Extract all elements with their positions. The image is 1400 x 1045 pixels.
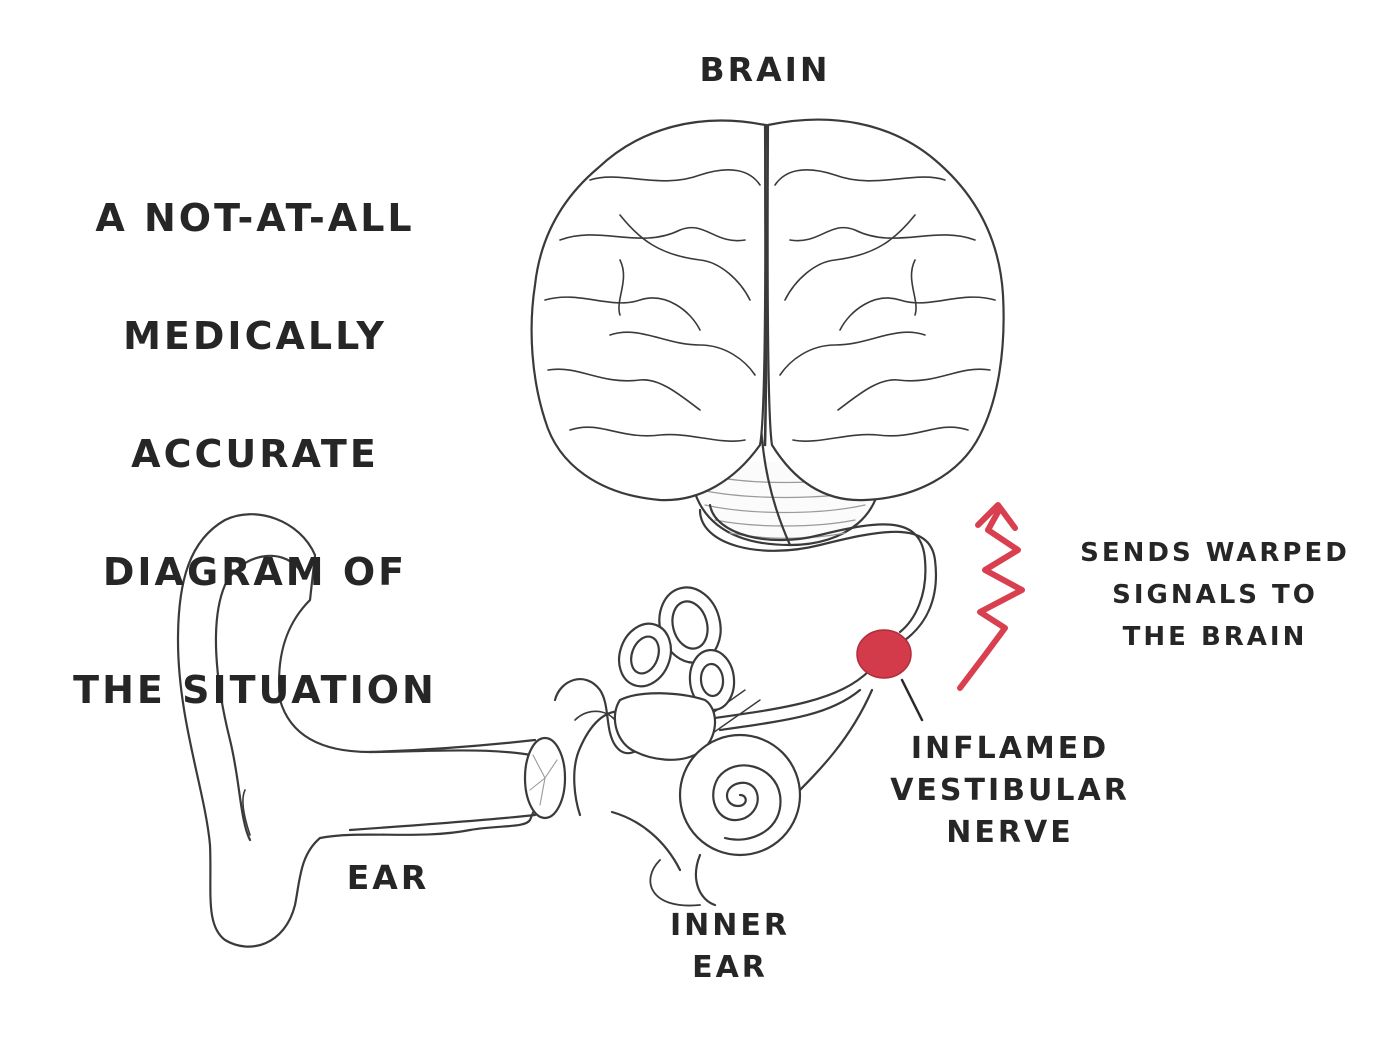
inner-ear-label: INNER EAR <box>670 908 790 985</box>
ear-helix-inner <box>216 556 300 840</box>
right-gyri <box>775 170 995 441</box>
brain-midline <box>765 125 766 445</box>
canal-right <box>687 648 736 712</box>
signal-label: SENDS WARPED SIGNALS TO THE BRAIN <box>1080 538 1350 652</box>
outer-ear-outline <box>178 514 555 946</box>
nerve-pointer-line <box>902 680 922 720</box>
canal-left <box>611 616 680 693</box>
ear-canal <box>370 740 535 752</box>
title-line: DIAGRAM OF <box>102 550 408 594</box>
title-line: A NOT-AT-ALL <box>95 196 415 240</box>
vestibular-nerve <box>640 505 936 800</box>
cochlea-and-semicircular-canals-illustration <box>555 581 800 906</box>
title-line: THE SITUATION <box>73 668 437 712</box>
diagram-title: A NOT-AT-ALL MEDICALLY ACCURATE DIAGRAM … <box>45 130 465 779</box>
left-hemisphere <box>532 121 766 501</box>
brain-illustration <box>532 120 1004 545</box>
ear-label: EAR <box>346 858 430 897</box>
cochlea-spiral <box>713 765 780 839</box>
inflamed-nerve-spot <box>857 630 911 678</box>
brain-label: BRAIN <box>699 50 831 89</box>
title-line: MEDICALLY <box>123 314 387 358</box>
left-gyri <box>545 170 760 441</box>
right-hemisphere <box>768 120 1004 501</box>
inflamed-nerve-label: INFLAMED VESTIBULAR NERVE <box>890 731 1130 850</box>
outer-ear-illustration <box>178 514 565 946</box>
title-line: ACCURATE <box>131 432 379 476</box>
zigzag-arrow-icon <box>960 505 1022 688</box>
